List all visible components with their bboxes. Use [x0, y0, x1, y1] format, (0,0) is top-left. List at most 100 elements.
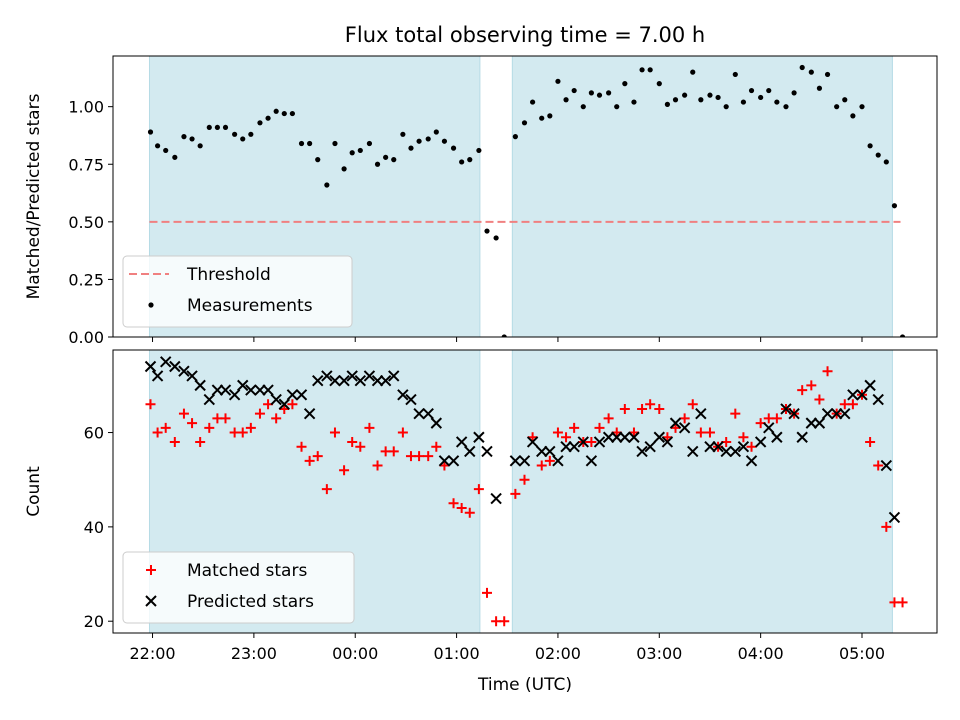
data-point [338, 374, 350, 387]
data-point [588, 90, 594, 96]
data-point [237, 379, 249, 392]
data-point [856, 389, 868, 401]
data-point [416, 138, 422, 144]
data-point [796, 431, 808, 443]
data-point [594, 422, 605, 433]
data-point [577, 436, 589, 448]
data-point [425, 136, 431, 142]
data-point [341, 166, 347, 172]
data-point [585, 455, 598, 467]
data-point [518, 455, 531, 467]
data-point [354, 374, 367, 387]
data-point [805, 417, 818, 429]
data-point [883, 159, 889, 165]
data-point [388, 370, 400, 382]
data-point [499, 616, 510, 627]
data-point [467, 157, 473, 163]
legend: Matched stars Predicted stars [122, 551, 355, 624]
data-point [211, 384, 224, 396]
data-point [363, 370, 376, 382]
x-tick-label: 00:00 [332, 644, 378, 663]
data-point [521, 120, 528, 126]
data-point [738, 432, 749, 443]
y-tick-label: 60 [84, 424, 104, 443]
data-point [220, 413, 231, 424]
data-point [619, 403, 630, 414]
data-point [450, 145, 457, 151]
data-point [698, 97, 704, 103]
data-point [720, 445, 732, 458]
data-point [144, 360, 157, 373]
data-point [481, 587, 492, 598]
data-point [203, 393, 215, 406]
data-point [628, 431, 640, 443]
data-point [606, 90, 612, 96]
data-point [797, 385, 808, 396]
legend-label: Predicted stars [187, 592, 314, 612]
data-point [766, 87, 772, 94]
data-point [222, 124, 229, 131]
data-point [405, 393, 417, 406]
data-point [568, 440, 580, 453]
data-point [304, 455, 315, 466]
data-point [813, 417, 826, 429]
data-point [636, 445, 648, 458]
x-tick-label: 03:00 [636, 644, 682, 663]
data-point [771, 413, 782, 424]
data-point [544, 455, 555, 466]
data-point [413, 407, 425, 420]
data-point [875, 152, 881, 158]
data-point [679, 413, 690, 424]
data-point [286, 389, 299, 401]
data-point [160, 422, 171, 433]
data-point [374, 161, 381, 167]
data-point [850, 113, 856, 119]
x-tick-label: 23:00 [231, 644, 277, 663]
data-point [839, 407, 851, 420]
data-point [569, 422, 580, 433]
legend-box [122, 255, 353, 328]
data-point [774, 99, 780, 105]
data-point [510, 488, 521, 499]
data-point [746, 441, 757, 452]
data-point [754, 436, 767, 448]
data-point [771, 431, 783, 443]
data-point [245, 422, 256, 433]
data-point [464, 445, 476, 458]
data-point [346, 370, 358, 382]
data-point [186, 370, 198, 382]
data-point [867, 143, 873, 149]
data-point [859, 104, 865, 110]
y-tick-label: 0.25 [68, 270, 104, 289]
data-point [473, 431, 485, 443]
data-point [357, 147, 363, 154]
data-point [899, 334, 906, 337]
x-axis-label: Time (UTC) [477, 675, 572, 695]
data-point [307, 140, 313, 147]
data-point [321, 484, 332, 495]
data-point [631, 99, 637, 105]
data-point [355, 441, 366, 452]
data-point [257, 120, 263, 126]
data-point [169, 360, 181, 373]
data-point [187, 418, 198, 429]
data-point [289, 110, 295, 117]
data-point [178, 408, 189, 419]
data-point [438, 455, 451, 467]
data-point [431, 441, 442, 452]
data-point [723, 104, 729, 110]
y-tick-label: 40 [84, 518, 104, 537]
data-point [645, 399, 656, 410]
data-point [298, 140, 305, 147]
data-point [423, 451, 434, 462]
data-point [847, 389, 859, 401]
data-point [661, 436, 674, 448]
data-point [881, 521, 892, 532]
y-axis-label: Count [24, 466, 44, 517]
data-point [366, 140, 373, 147]
data-point [172, 154, 178, 160]
data-point [281, 110, 287, 117]
data-point [614, 104, 620, 110]
data-point [897, 597, 908, 608]
data-point [687, 399, 698, 410]
